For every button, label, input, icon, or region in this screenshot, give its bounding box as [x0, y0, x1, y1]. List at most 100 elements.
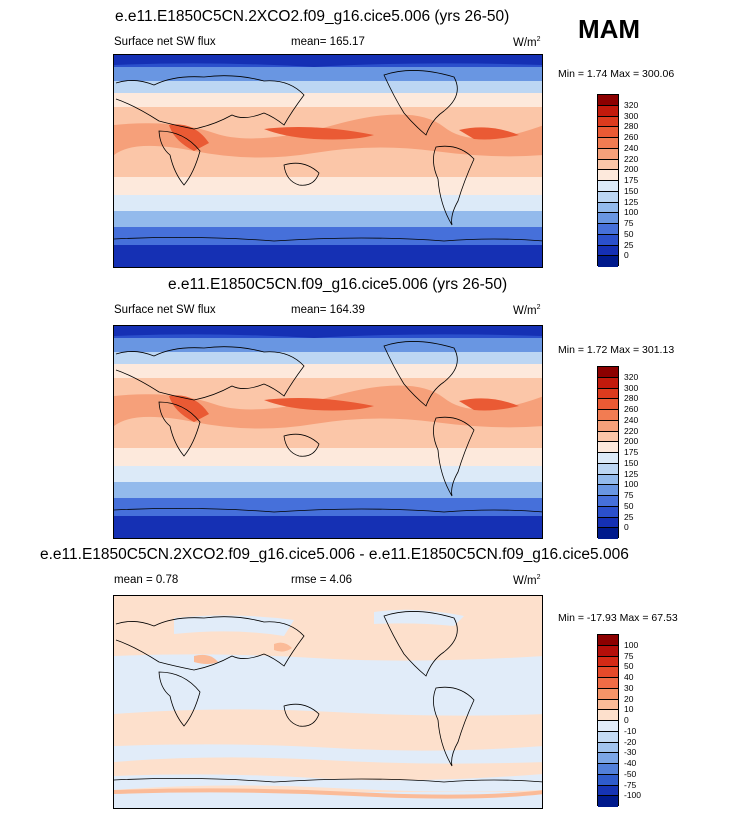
colorbar-segment: [598, 388, 618, 400]
colorbar-tick-label: 175: [624, 175, 639, 185]
panel3-title: e.e11.E1850C5CN.2XCO2.f09_g16.cice5.006 …: [40, 546, 629, 563]
panel2-minmax: Min = 1.72 Max = 301.13: [558, 344, 675, 356]
colorbar-tick-label: 0: [624, 522, 629, 533]
sw-flux-map-2xco2: [114, 55, 542, 267]
season-label: MAM: [578, 14, 641, 44]
panel2-mean: mean= 164.39: [291, 304, 365, 316]
colorbar-tick-label: -30: [624, 747, 637, 758]
colorbar-tick-label: 300: [624, 110, 639, 121]
colorbar-tick-label: 0: [624, 715, 629, 725]
colorbar-tick-label: 320: [624, 99, 639, 110]
colorbar-segment: [598, 377, 618, 389]
colorbar-segment: [598, 645, 618, 657]
colorbar-segment: [598, 474, 618, 486]
colorbar-segment: [598, 688, 618, 700]
panel1-minmax: Min = 1.74 Max = 300.06: [558, 68, 675, 80]
colorbar-tick-label: 125: [624, 468, 639, 479]
colorbar-segment: [598, 710, 618, 721]
panel3-minmax: Min = -17.93 Max = 67.53: [558, 612, 678, 624]
colorbar-segment: [598, 699, 618, 711]
panel1-variable: Surface net SW flux: [114, 36, 216, 48]
panel2-colorbar: [597, 366, 619, 539]
colorbar-segment: [598, 796, 618, 807]
colorbar-segment: [598, 656, 618, 668]
sw-flux-map-control: [114, 326, 542, 538]
colorbar-segment: [598, 774, 618, 786]
colorbar-segment: [598, 528, 618, 539]
colorbar-segment: [598, 159, 618, 171]
colorbar-segment: [598, 116, 618, 128]
colorbar-segment: [598, 367, 618, 378]
colorbar-tick-label: 100: [624, 207, 639, 218]
colorbar-segment: [598, 410, 618, 421]
panel3-mean: mean = 0.78: [114, 574, 179, 586]
colorbar-tick-label: 75: [624, 650, 634, 661]
colorbar-segment: [598, 731, 618, 743]
sw-flux-difference-map: [114, 596, 542, 808]
panel1-title: e.e11.E1850C5CN.2XCO2.f09_g16.cice5.006 …: [115, 8, 510, 25]
colorbar-tick-label: 260: [624, 404, 639, 414]
colorbar-segment: [598, 170, 618, 181]
panel3-rmse: rmse = 4.06: [291, 574, 353, 586]
colorbar-segment: [598, 753, 618, 764]
colorbar-segment: [598, 224, 618, 235]
colorbar-tick-label: 260: [624, 132, 639, 142]
colorbar-segment: [598, 442, 618, 453]
colorbar-tick-label: 25: [624, 511, 634, 522]
colorbar-tick-label: 150: [624, 457, 639, 468]
colorbar-tick-label: 50: [624, 661, 634, 672]
colorbar-tick-label: 200: [624, 436, 639, 447]
colorbar-tick-label: 50: [624, 228, 634, 239]
colorbar-segment: [598, 678, 618, 689]
colorbar-tick-label: -20: [624, 736, 637, 747]
colorbar-tick-label: 175: [624, 447, 639, 457]
colorbar-tick-label: 40: [624, 672, 634, 682]
panel3-units: W/m2: [513, 574, 541, 587]
colorbar-tick-label: 320: [624, 371, 639, 382]
colorbar-segment: [598, 148, 618, 160]
panel2-map: [113, 325, 543, 539]
colorbar-tick-label: -10: [624, 725, 637, 736]
colorbar-tick-label: -40: [624, 758, 637, 768]
colorbar-tick-label: 50: [624, 500, 634, 511]
colorbar-segment: [598, 138, 618, 149]
colorbar-segment: [598, 463, 618, 475]
colorbar-segment: [598, 420, 618, 432]
colorbar-tick-label: 25: [624, 239, 634, 250]
colorbar-segment: [598, 431, 618, 443]
colorbar-segment: [598, 635, 618, 646]
colorbar-segment: [598, 191, 618, 203]
colorbar-segment: [598, 181, 618, 192]
colorbar-tick-label: 300: [624, 382, 639, 393]
colorbar-tick-label: 280: [624, 121, 639, 132]
colorbar-tick-label: -100: [624, 790, 642, 801]
colorbar-segment: [598, 95, 618, 106]
colorbar-tick-label: 100: [624, 639, 639, 650]
colorbar-tick-label: 0: [624, 250, 629, 261]
panel2-units: W/m2: [513, 304, 541, 317]
colorbar-tick-label: 200: [624, 164, 639, 175]
colorbar-segment: [598, 721, 618, 732]
colorbar-tick-label: 10: [624, 704, 634, 715]
colorbar-segment: [598, 764, 618, 775]
colorbar-tick-label: 75: [624, 490, 634, 500]
colorbar-tick-label: 220: [624, 153, 639, 164]
colorbar-segment: [598, 742, 618, 754]
colorbar-segment: [598, 496, 618, 507]
colorbar-tick-label: 280: [624, 393, 639, 404]
colorbar-tick-label: -75: [624, 779, 637, 790]
panel2-title: e.e11.E1850C5CN.f09_g16.cice5.006 (yrs 2…: [168, 276, 508, 293]
colorbar-segment: [598, 256, 618, 267]
colorbar-tick-label: 125: [624, 196, 639, 207]
panel3-map: [113, 595, 543, 809]
colorbar-tick-label: 150: [624, 185, 639, 196]
colorbar-tick-label: 220: [624, 425, 639, 436]
colorbar-tick-label: 30: [624, 682, 634, 693]
colorbar-segment: [598, 213, 618, 224]
colorbar-tick-label: 240: [624, 414, 639, 425]
colorbar-segment: [598, 245, 618, 257]
colorbar-segment: [598, 667, 618, 678]
panel1-colorbar: [597, 94, 619, 267]
colorbar-tick-label: 75: [624, 218, 634, 228]
panel3-colorbar: [597, 634, 619, 807]
